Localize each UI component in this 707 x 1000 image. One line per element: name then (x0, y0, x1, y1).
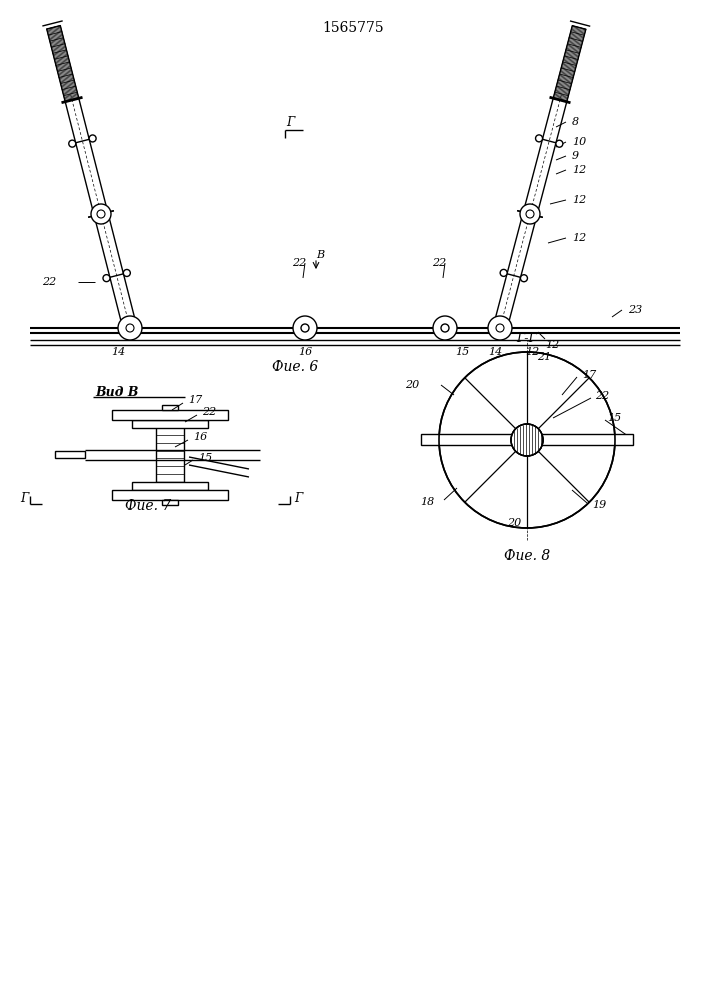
Text: 16: 16 (298, 347, 312, 357)
Circle shape (118, 316, 142, 340)
Bar (132, 420, 208, 428)
Text: 12: 12 (525, 347, 539, 357)
Circle shape (126, 324, 134, 332)
Text: 17: 17 (188, 395, 202, 405)
Text: Г-Г: Г-Г (517, 332, 537, 344)
Text: 1565775: 1565775 (322, 21, 384, 35)
Text: 12: 12 (572, 233, 586, 243)
Circle shape (441, 324, 449, 332)
Text: 12: 12 (572, 195, 586, 205)
Text: 20: 20 (404, 380, 419, 390)
Circle shape (496, 324, 504, 332)
Circle shape (556, 140, 563, 147)
Circle shape (293, 316, 317, 340)
Circle shape (97, 210, 105, 218)
Text: 14: 14 (111, 347, 125, 357)
Text: 19: 19 (592, 500, 606, 510)
Text: 10: 10 (572, 137, 586, 147)
Text: В: В (316, 250, 324, 260)
Circle shape (123, 269, 130, 276)
Circle shape (520, 204, 540, 224)
Circle shape (500, 269, 507, 276)
Bar (132, 482, 208, 490)
Text: 15: 15 (607, 413, 621, 423)
Text: 8: 8 (572, 117, 579, 127)
Text: 22: 22 (202, 407, 216, 417)
Text: 18: 18 (420, 497, 434, 507)
Bar (162, 405, 178, 410)
Text: Фие. 7: Фие. 7 (125, 499, 171, 513)
Circle shape (526, 210, 534, 218)
Text: 12: 12 (572, 165, 586, 175)
Text: Г: Г (286, 115, 294, 128)
Text: 12: 12 (545, 340, 559, 350)
Text: Фие. 8: Фие. 8 (504, 549, 550, 563)
Text: 22: 22 (42, 277, 57, 287)
Text: 15: 15 (198, 453, 212, 463)
Bar (112, 410, 228, 420)
Text: 14: 14 (488, 347, 502, 357)
Circle shape (488, 316, 512, 340)
Text: 15: 15 (455, 347, 469, 357)
Text: 23: 23 (628, 305, 642, 315)
Bar (112, 490, 228, 500)
Text: 20: 20 (507, 518, 521, 528)
Text: 9: 9 (572, 151, 579, 161)
Circle shape (91, 204, 111, 224)
Text: 22: 22 (292, 258, 306, 268)
Bar (156, 427, 184, 482)
Circle shape (535, 135, 542, 142)
Text: Фие. 6: Фие. 6 (272, 360, 318, 374)
Bar (162, 500, 178, 505)
Circle shape (520, 275, 527, 282)
Circle shape (301, 324, 309, 332)
Text: 22: 22 (595, 391, 609, 401)
Text: Вид В: Вид В (95, 385, 139, 398)
Text: 22: 22 (432, 258, 446, 268)
Text: Г: Г (294, 491, 303, 504)
Circle shape (511, 424, 543, 456)
Circle shape (69, 140, 76, 147)
Circle shape (103, 275, 110, 282)
Bar (55, 451, 85, 458)
Text: 16: 16 (193, 432, 207, 442)
Text: 21: 21 (537, 352, 551, 362)
Text: 17: 17 (582, 370, 596, 380)
Text: Г: Г (20, 491, 28, 504)
Circle shape (433, 316, 457, 340)
Circle shape (89, 135, 96, 142)
Bar (421, 434, 633, 445)
